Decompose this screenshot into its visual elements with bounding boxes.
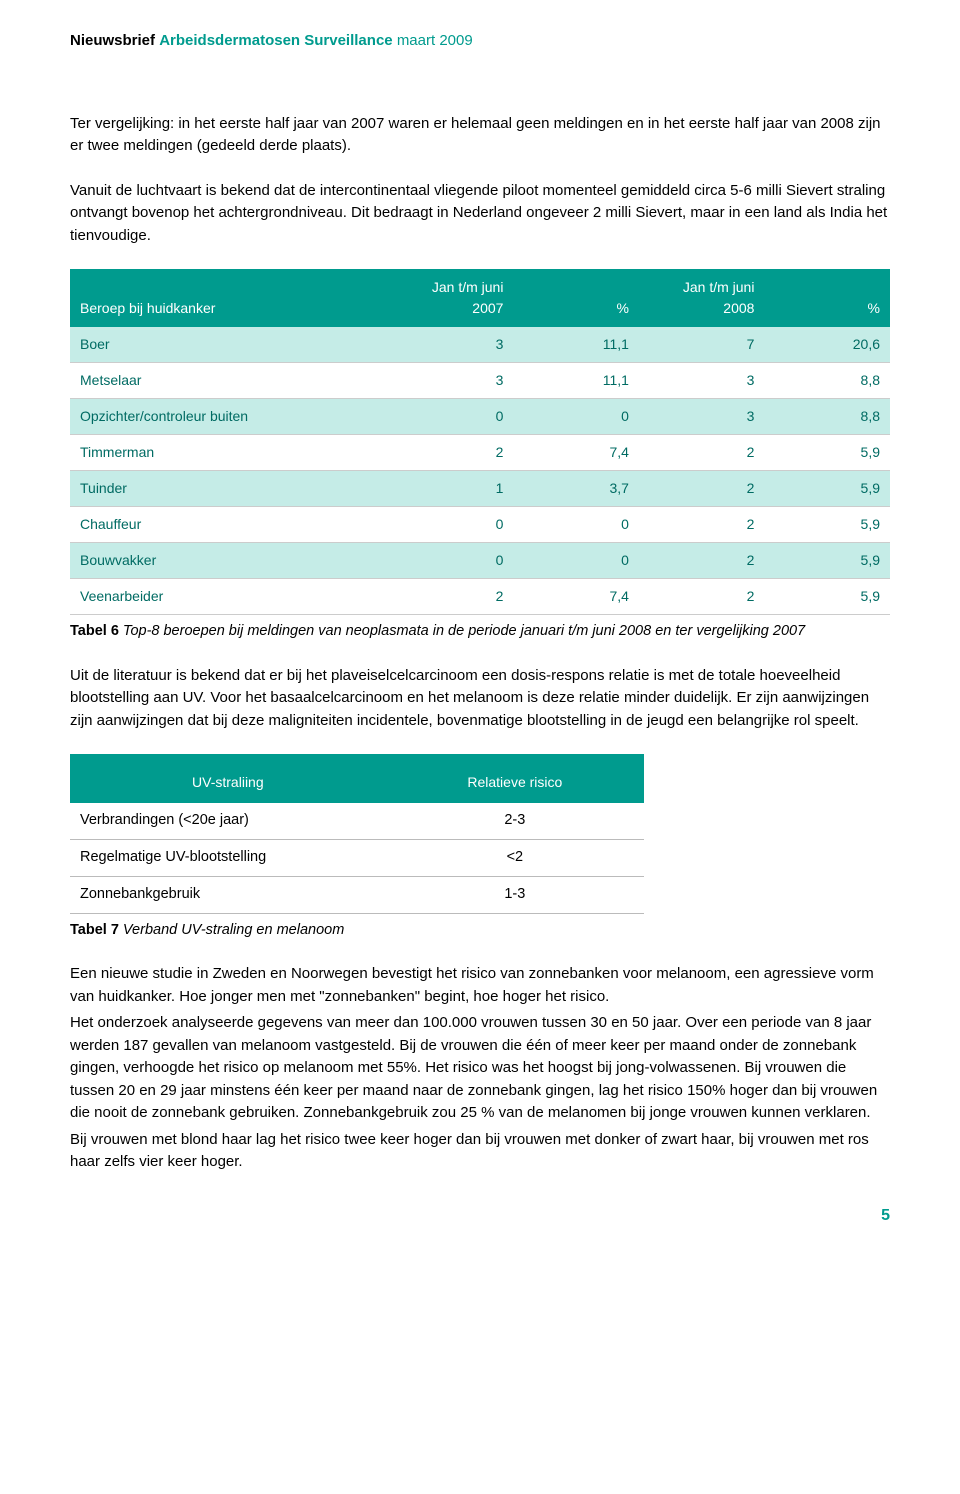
table-cell: Veenarbeider <box>70 579 388 615</box>
table-cell: 0 <box>388 507 514 543</box>
table-row: Bouwvakker0025,9 <box>70 543 890 579</box>
table-row: Chauffeur0025,9 <box>70 507 890 543</box>
t2-h0: UV-straliing <box>70 754 386 803</box>
table-cell: <2 <box>386 840 644 877</box>
table-row: Timmerman27,425,9 <box>70 435 890 471</box>
table-cell: Regelmatige UV-blootstelling <box>70 840 386 877</box>
table-cell: 1-3 <box>386 876 644 913</box>
table-cell: 0 <box>513 399 639 435</box>
table-cell: 5,9 <box>764 471 890 507</box>
table-cell: 3 <box>388 327 514 363</box>
table2-caption: Tabel 7 Verband UV-straling en melanoom <box>70 920 890 942</box>
t1-h1: Jan t/m juni 2007 <box>388 269 514 327</box>
table-cell: 0 <box>513 543 639 579</box>
table-uv-risico: UV-straliing Relatieve risico Verbrandin… <box>70 754 644 913</box>
caption2-ital: Verband UV-straling en melanoom <box>119 922 344 938</box>
table-cell: Timmerman <box>70 435 388 471</box>
table-cell: Chauffeur <box>70 507 388 543</box>
table-cell: 11,1 <box>513 327 639 363</box>
table-row: Boer311,1720,6 <box>70 327 890 363</box>
table-cell: 11,1 <box>513 363 639 399</box>
table-row: Veenarbeider27,425,9 <box>70 579 890 615</box>
table-cell: 2 <box>639 543 765 579</box>
intro-para-1: Ter vergelijking: in het eerste half jaa… <box>70 113 890 158</box>
table-cell: 2 <box>388 435 514 471</box>
table-cell: 3 <box>639 363 765 399</box>
table-cell: 3,7 <box>513 471 639 507</box>
table-cell: 2-3 <box>386 803 644 839</box>
table-cell: 7 <box>639 327 765 363</box>
table-cell: 7,4 <box>513 579 639 615</box>
page-header: Nieuwsbrief Arbeidsdermatosen Surveillan… <box>70 30 890 53</box>
table-cell: Boer <box>70 327 388 363</box>
t1-h2: % <box>513 269 639 327</box>
table-cell: Bouwvakker <box>70 543 388 579</box>
table-cell: 3 <box>388 363 514 399</box>
caption1-bold: Tabel 6 <box>70 623 119 639</box>
table-beroep-huidkanker: Beroep bij huidkanker Jan t/m juni 2007 … <box>70 269 890 615</box>
table-cell: 7,4 <box>513 435 639 471</box>
table-cell: 8,8 <box>764 399 890 435</box>
table-cell: 20,6 <box>764 327 890 363</box>
table-cell: 2 <box>639 507 765 543</box>
header-date: maart 2009 <box>397 32 473 49</box>
table-cell: Metselaar <box>70 363 388 399</box>
table-cell: 1 <box>388 471 514 507</box>
t1-h3: Jan t/m juni 2008 <box>639 269 765 327</box>
para-onderzoek: Het onderzoek analyseerde gegevens van m… <box>70 1012 890 1125</box>
table-cell: 2 <box>639 435 765 471</box>
table-cell: 5,9 <box>764 543 890 579</box>
t1-h0: Beroep bij huidkanker <box>70 269 388 327</box>
table-row: Metselaar311,138,8 <box>70 363 890 399</box>
table-cell: 0 <box>513 507 639 543</box>
table-row: Zonnebankgebruik1-3 <box>70 876 644 913</box>
t1-h4: % <box>764 269 890 327</box>
intro-para-2: Vanuit de luchtvaart is bekend dat de in… <box>70 180 890 248</box>
header-title: Arbeidsdermatosen Surveillance <box>159 32 392 49</box>
table-row: Verbrandingen (<20e jaar)2-3 <box>70 803 644 839</box>
table-cell: 2 <box>639 579 765 615</box>
table-row: Opzichter/controleur buiten0038,8 <box>70 399 890 435</box>
table-cell: 3 <box>639 399 765 435</box>
para-blond: Bij vrouwen met blond haar lag het risic… <box>70 1129 890 1174</box>
table-row: Tuinder13,725,9 <box>70 471 890 507</box>
table1-caption: Tabel 6 Top-8 beroepen bij meldingen van… <box>70 621 890 643</box>
table-cell: 5,9 <box>764 507 890 543</box>
table-cell: 0 <box>388 399 514 435</box>
table-cell: 2 <box>388 579 514 615</box>
table-cell: 0 <box>388 543 514 579</box>
table-cell: 2 <box>639 471 765 507</box>
page-number: 5 <box>70 1204 890 1228</box>
para-literatuur: Uit de literatuur is bekend dat er bij h… <box>70 665 890 733</box>
table-cell: Tuinder <box>70 471 388 507</box>
header-prefix: Nieuwsbrief <box>70 32 155 49</box>
para-zweden: Een nieuwe studie in Zweden en Noorwegen… <box>70 963 890 1008</box>
caption2-bold: Tabel 7 <box>70 922 119 938</box>
table-cell: 8,8 <box>764 363 890 399</box>
table-cell: Verbrandingen (<20e jaar) <box>70 803 386 839</box>
table-row: Regelmatige UV-blootstelling<2 <box>70 840 644 877</box>
table-cell: Zonnebankgebruik <box>70 876 386 913</box>
table-cell: Opzichter/controleur buiten <box>70 399 388 435</box>
table-cell: 5,9 <box>764 579 890 615</box>
t2-h1: Relatieve risico <box>386 754 644 803</box>
table-cell: 5,9 <box>764 435 890 471</box>
caption1-ital: Top-8 beroepen bij meldingen van neoplas… <box>119 623 805 639</box>
